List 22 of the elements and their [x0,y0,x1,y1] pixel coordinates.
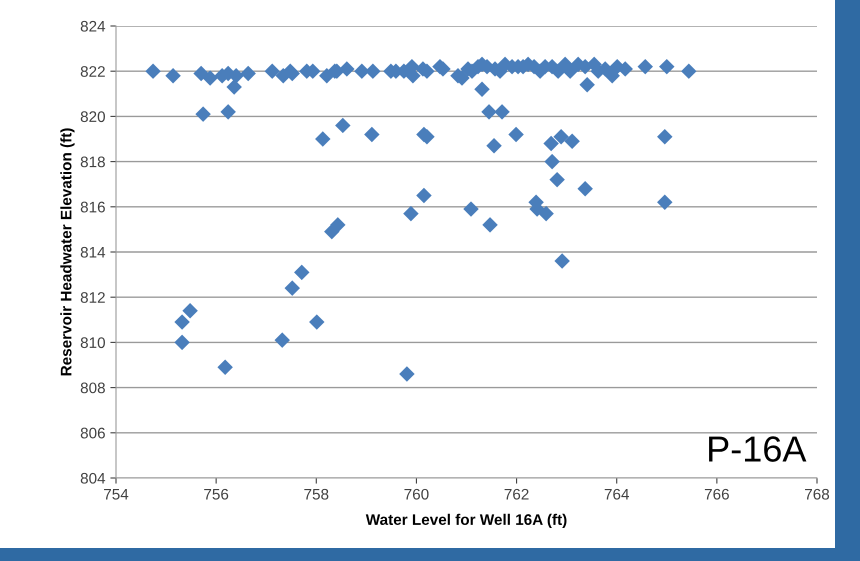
x-tick-label: 760 [404,488,429,500]
y-tick-label: 822 [80,66,105,77]
x-tick-label: 758 [304,488,328,500]
y-tick-label: 806 [80,428,105,438]
y-tick-label: 804 [80,472,106,484]
annotation: P-16A [709,436,806,462]
y-tick-label: 818 [80,156,105,168]
y-tick-label: 810 [80,337,105,348]
x-tick-label: 768 [805,488,830,500]
y-tick-label: 812 [80,292,105,303]
y-axis-title: Reservoir Headwater Elevation (ft) [60,128,75,376]
y-tick-label: 820 [80,111,105,122]
y-tick-label: 816 [80,202,105,212]
x-tick-label: 764 [604,488,630,500]
x-tick-label: 762 [504,488,529,500]
x-tick-label: 756 [204,488,228,500]
y-tick-label: 808 [80,382,105,394]
x-tick-label: 754 [104,488,128,500]
x-tick-label: 766 [704,488,729,500]
y-tick-label: 814 [80,246,106,258]
x-axis-title: Water Level for Well 16A (ft) [366,514,566,528]
y-tick-label: 824 [80,20,106,32]
